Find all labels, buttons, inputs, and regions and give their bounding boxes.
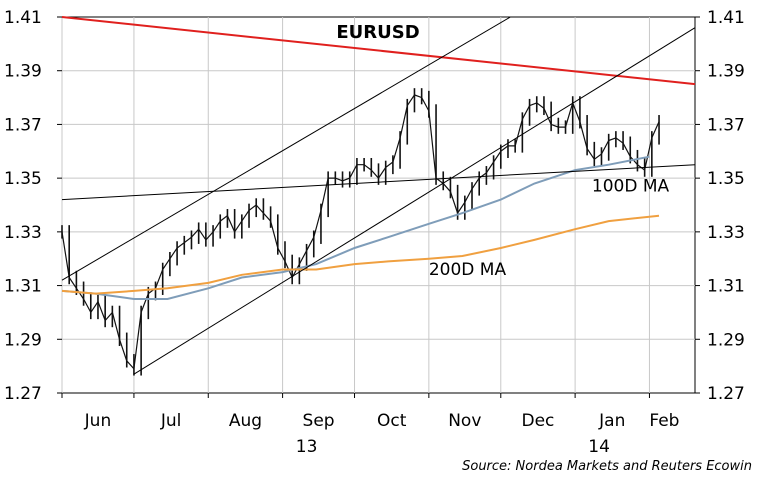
y-tick-label-right: 1.35 bbox=[707, 169, 745, 189]
y-tick-label-left: 1.41 bbox=[4, 8, 42, 28]
series-trend-line bbox=[61, 16, 696, 86]
series-100d-ma bbox=[61, 155, 650, 300]
source-note: Source: Nordea Markets and Reuters Ecowi… bbox=[462, 459, 752, 474]
y-tick-label-left: 1.27 bbox=[4, 384, 42, 404]
chart-title: EURUSD bbox=[336, 22, 419, 43]
y-tick-label-left: 1.33 bbox=[4, 223, 42, 243]
x-year-label: 14 bbox=[588, 437, 610, 457]
series-channel-lower bbox=[133, 27, 696, 375]
grid bbox=[61, 17, 695, 393]
plot-area bbox=[61, 16, 696, 394]
annotation-label: 100D MA bbox=[592, 177, 670, 197]
x-tick-label: Jun bbox=[84, 411, 112, 431]
y-tick-label-right: 1.41 bbox=[707, 8, 745, 28]
axis-labels: 1.41 1.41 1.39 1.39 1.37 1.37 1.35 1.35 1.33 1.33… bbox=[4, 8, 745, 457]
y-tick-label-right: 1.37 bbox=[707, 115, 745, 135]
x-tick-label: Feb bbox=[649, 411, 679, 431]
x-tick-label: Oct bbox=[377, 411, 407, 431]
series-support-line bbox=[61, 164, 696, 201]
x-tick-label: Aug bbox=[229, 411, 262, 431]
y-tick-label-left: 1.29 bbox=[4, 330, 42, 350]
y-tick-label-left: 1.39 bbox=[4, 62, 42, 82]
y-tick-label-right: 1.29 bbox=[707, 330, 745, 350]
x-tick-label: Jul bbox=[160, 411, 182, 431]
y-tick-label-right: 1.31 bbox=[707, 277, 745, 297]
y-tick-label-left: 1.37 bbox=[4, 115, 42, 135]
x-tick-label: Sep bbox=[303, 411, 335, 431]
series-eurusd bbox=[61, 94, 660, 371]
x-tick-label: Jan bbox=[598, 411, 625, 431]
series-200d-ma bbox=[61, 214, 660, 295]
y-tick-label-right: 1.39 bbox=[707, 62, 745, 82]
series-lines bbox=[61, 16, 696, 376]
y-tick-label-right: 1.27 bbox=[707, 384, 745, 404]
x-tick-label: Nov bbox=[448, 411, 481, 431]
annotation-label: 200D MA bbox=[429, 260, 507, 280]
y-tick-label-right: 1.33 bbox=[707, 223, 745, 243]
axis-ticks bbox=[57, 16, 700, 398]
x-year-label: 13 bbox=[296, 437, 318, 457]
x-tick-label: Dec bbox=[521, 411, 554, 431]
y-tick-label-left: 1.35 bbox=[4, 169, 42, 189]
series-channel-upper bbox=[61, 16, 511, 281]
y-tick-label-left: 1.31 bbox=[4, 277, 42, 297]
